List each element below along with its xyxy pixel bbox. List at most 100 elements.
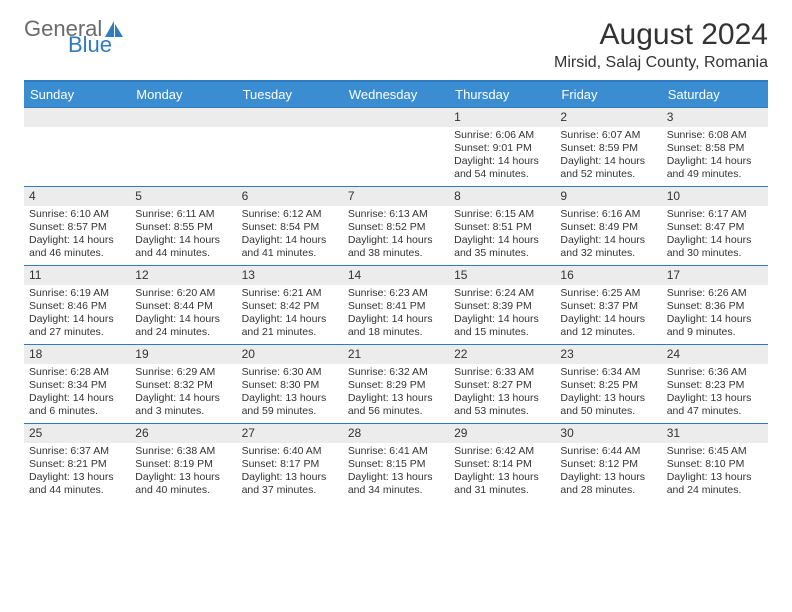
day-header-tue: Tuesday	[237, 82, 343, 107]
sunrise-text: Sunrise: 6:30 AM	[242, 366, 338, 379]
sunrise-text: Sunrise: 6:06 AM	[454, 129, 550, 142]
day-body: Sunrise: 6:28 AMSunset: 8:34 PMDaylight:…	[24, 364, 130, 423]
week-row: 1Sunrise: 6:06 AMSunset: 9:01 PMDaylight…	[24, 107, 768, 186]
sunrise-text: Sunrise: 6:15 AM	[454, 208, 550, 221]
title-block: August 2024 Mirsid, Salaj County, Romani…	[554, 18, 768, 72]
day-number: 10	[662, 187, 768, 206]
sunset-text: Sunset: 8:55 PM	[135, 221, 231, 234]
day-cell	[130, 108, 236, 186]
day-number: 9	[555, 187, 661, 206]
day-header-wed: Wednesday	[343, 82, 449, 107]
day-header-mon: Monday	[130, 82, 236, 107]
daylight-text: Daylight: 14 hours and 21 minutes.	[242, 313, 338, 339]
daylight-text: Daylight: 13 hours and 34 minutes.	[348, 471, 444, 497]
daylight-text: Daylight: 14 hours and 9 minutes.	[667, 313, 763, 339]
day-cell: 21Sunrise: 6:32 AMSunset: 8:29 PMDayligh…	[343, 345, 449, 423]
day-number	[343, 108, 449, 127]
week-row: 11Sunrise: 6:19 AMSunset: 8:46 PMDayligh…	[24, 265, 768, 344]
day-number: 27	[237, 424, 343, 443]
day-cell	[237, 108, 343, 186]
day-cell: 6Sunrise: 6:12 AMSunset: 8:54 PMDaylight…	[237, 187, 343, 265]
day-body: Sunrise: 6:12 AMSunset: 8:54 PMDaylight:…	[237, 206, 343, 265]
sunset-text: Sunset: 8:46 PM	[29, 300, 125, 313]
day-cell: 13Sunrise: 6:21 AMSunset: 8:42 PMDayligh…	[237, 266, 343, 344]
day-cell: 20Sunrise: 6:30 AMSunset: 8:30 PMDayligh…	[237, 345, 343, 423]
sunset-text: Sunset: 8:17 PM	[242, 458, 338, 471]
daylight-text: Daylight: 14 hours and 44 minutes.	[135, 234, 231, 260]
sunset-text: Sunset: 8:52 PM	[348, 221, 444, 234]
day-number: 1	[449, 108, 555, 127]
day-cell: 1Sunrise: 6:06 AMSunset: 9:01 PMDaylight…	[449, 108, 555, 186]
daylight-text: Daylight: 14 hours and 24 minutes.	[135, 313, 231, 339]
sunrise-text: Sunrise: 6:16 AM	[560, 208, 656, 221]
sunrise-text: Sunrise: 6:21 AM	[242, 287, 338, 300]
location-text: Mirsid, Salaj County, Romania	[554, 54, 768, 72]
sunrise-text: Sunrise: 6:40 AM	[242, 445, 338, 458]
day-number: 7	[343, 187, 449, 206]
day-header-thu: Thursday	[449, 82, 555, 107]
sunrise-text: Sunrise: 6:24 AM	[454, 287, 550, 300]
sunset-text: Sunset: 8:30 PM	[242, 379, 338, 392]
sunrise-text: Sunrise: 6:34 AM	[560, 366, 656, 379]
day-cell: 28Sunrise: 6:41 AMSunset: 8:15 PMDayligh…	[343, 424, 449, 502]
week-row: 4Sunrise: 6:10 AMSunset: 8:57 PMDaylight…	[24, 186, 768, 265]
sunset-text: Sunset: 8:49 PM	[560, 221, 656, 234]
daylight-text: Daylight: 13 hours and 53 minutes.	[454, 392, 550, 418]
day-cell: 2Sunrise: 6:07 AMSunset: 8:59 PMDaylight…	[555, 108, 661, 186]
daylight-text: Daylight: 13 hours and 50 minutes.	[560, 392, 656, 418]
day-cell: 4Sunrise: 6:10 AMSunset: 8:57 PMDaylight…	[24, 187, 130, 265]
day-number: 8	[449, 187, 555, 206]
day-cell: 15Sunrise: 6:24 AMSunset: 8:39 PMDayligh…	[449, 266, 555, 344]
sunset-text: Sunset: 8:47 PM	[667, 221, 763, 234]
day-body: Sunrise: 6:34 AMSunset: 8:25 PMDaylight:…	[555, 364, 661, 423]
month-title: August 2024	[554, 18, 768, 52]
calendar-grid: Sunday Monday Tuesday Wednesday Thursday…	[24, 80, 768, 502]
sunrise-text: Sunrise: 6:33 AM	[454, 366, 550, 379]
day-cell: 5Sunrise: 6:11 AMSunset: 8:55 PMDaylight…	[130, 187, 236, 265]
page-header: GeneralBlue August 2024 Mirsid, Salaj Co…	[24, 18, 768, 72]
day-body: Sunrise: 6:37 AMSunset: 8:21 PMDaylight:…	[24, 443, 130, 502]
day-number: 26	[130, 424, 236, 443]
day-cell: 16Sunrise: 6:25 AMSunset: 8:37 PMDayligh…	[555, 266, 661, 344]
logo-text-blue: Blue	[68, 32, 112, 57]
sunset-text: Sunset: 8:10 PM	[667, 458, 763, 471]
day-number: 24	[662, 345, 768, 364]
daylight-text: Daylight: 14 hours and 32 minutes.	[560, 234, 656, 260]
sunrise-text: Sunrise: 6:41 AM	[348, 445, 444, 458]
day-cell: 24Sunrise: 6:36 AMSunset: 8:23 PMDayligh…	[662, 345, 768, 423]
sunset-text: Sunset: 8:54 PM	[242, 221, 338, 234]
sunset-text: Sunset: 8:21 PM	[29, 458, 125, 471]
sunrise-text: Sunrise: 6:17 AM	[667, 208, 763, 221]
day-number	[237, 108, 343, 127]
daylight-text: Daylight: 14 hours and 46 minutes.	[29, 234, 125, 260]
day-body: Sunrise: 6:06 AMSunset: 9:01 PMDaylight:…	[449, 127, 555, 186]
daylight-text: Daylight: 14 hours and 30 minutes.	[667, 234, 763, 260]
day-number: 21	[343, 345, 449, 364]
sunrise-text: Sunrise: 6:45 AM	[667, 445, 763, 458]
day-body: Sunrise: 6:33 AMSunset: 8:27 PMDaylight:…	[449, 364, 555, 423]
day-header-sun: Sunday	[24, 82, 130, 107]
day-cell: 22Sunrise: 6:33 AMSunset: 8:27 PMDayligh…	[449, 345, 555, 423]
day-body: Sunrise: 6:36 AMSunset: 8:23 PMDaylight:…	[662, 364, 768, 423]
day-number: 14	[343, 266, 449, 285]
daylight-text: Daylight: 14 hours and 49 minutes.	[667, 155, 763, 181]
day-cell: 11Sunrise: 6:19 AMSunset: 8:46 PMDayligh…	[24, 266, 130, 344]
sunset-text: Sunset: 8:58 PM	[667, 142, 763, 155]
day-body: Sunrise: 6:08 AMSunset: 8:58 PMDaylight:…	[662, 127, 768, 186]
day-body: Sunrise: 6:29 AMSunset: 8:32 PMDaylight:…	[130, 364, 236, 423]
day-body: Sunrise: 6:21 AMSunset: 8:42 PMDaylight:…	[237, 285, 343, 344]
day-body: Sunrise: 6:23 AMSunset: 8:41 PMDaylight:…	[343, 285, 449, 344]
sunset-text: Sunset: 8:27 PM	[454, 379, 550, 392]
day-body: Sunrise: 6:24 AMSunset: 8:39 PMDaylight:…	[449, 285, 555, 344]
sunset-text: Sunset: 8:25 PM	[560, 379, 656, 392]
day-cell: 12Sunrise: 6:20 AMSunset: 8:44 PMDayligh…	[130, 266, 236, 344]
sunset-text: Sunset: 8:39 PM	[454, 300, 550, 313]
day-number: 15	[449, 266, 555, 285]
day-body: Sunrise: 6:11 AMSunset: 8:55 PMDaylight:…	[130, 206, 236, 265]
day-number: 28	[343, 424, 449, 443]
sunset-text: Sunset: 8:12 PM	[560, 458, 656, 471]
day-body: Sunrise: 6:15 AMSunset: 8:51 PMDaylight:…	[449, 206, 555, 265]
day-number: 4	[24, 187, 130, 206]
sunset-text: Sunset: 8:34 PM	[29, 379, 125, 392]
day-cell: 14Sunrise: 6:23 AMSunset: 8:41 PMDayligh…	[343, 266, 449, 344]
